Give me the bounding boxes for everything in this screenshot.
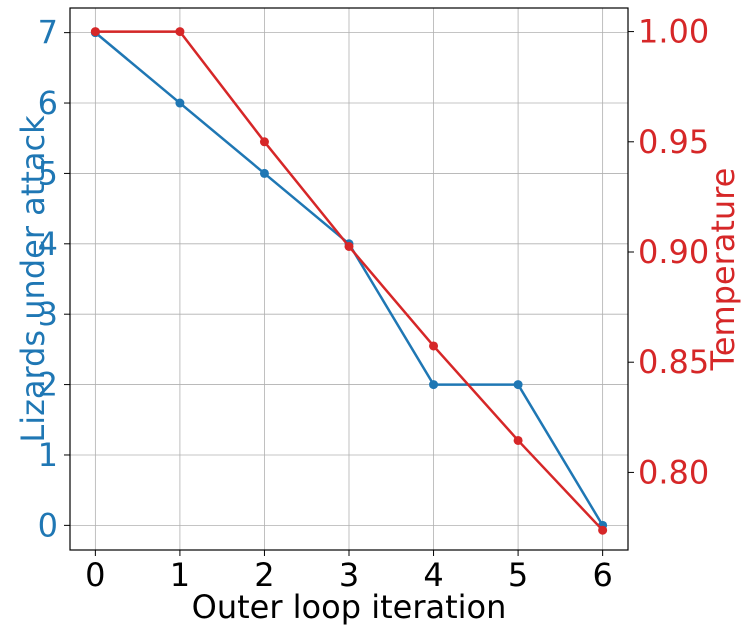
- x-tick-label: 5: [508, 556, 528, 594]
- ticks: 0 1 2 3 4 5 6 0 1 2 3 4 5 6 7 0.80 0.85 0.90 0.95 1.00: [38, 13, 710, 594]
- temperature-point: [175, 27, 185, 37]
- left-y-tick-label: 7: [38, 14, 58, 52]
- left-y-tick-label: 0: [38, 506, 58, 544]
- x-tick-label: 4: [423, 556, 443, 594]
- x-tick-label: 1: [170, 556, 190, 594]
- left-y-tick-label: 2: [38, 366, 58, 404]
- right-y-tick-label: 0.80: [638, 453, 709, 491]
- right-y-tick-label: 1.00: [638, 13, 709, 51]
- series-layer: [90, 27, 608, 535]
- temperature-point: [344, 241, 354, 251]
- lizards-point: [175, 98, 185, 108]
- right-y-tick-label: 0.90: [638, 233, 709, 271]
- x-axis-label: Outer loop iteration: [192, 588, 507, 626]
- x-tick-label: 0: [85, 556, 105, 594]
- lizards-point: [429, 380, 439, 390]
- right-y-axis-label: Temperature: [704, 168, 742, 372]
- left-y-tick-label: 1: [38, 436, 58, 474]
- temperature-point: [90, 27, 100, 37]
- temperature-point: [598, 525, 608, 535]
- left-y-axis-label: Lizards under attack: [14, 115, 52, 443]
- left-y-tick-label: 4: [38, 225, 58, 263]
- grid: [70, 8, 628, 550]
- temperature-point: [259, 137, 269, 147]
- right-y-tick-label: 0.85: [638, 343, 709, 381]
- x-tick-label: 3: [339, 556, 359, 594]
- left-y-tick-label: 5: [38, 154, 58, 192]
- x-tick-label: 6: [592, 556, 612, 594]
- lizards-point: [259, 168, 269, 178]
- left-y-tick-label: 6: [38, 84, 58, 122]
- left-y-tick-label: 3: [38, 295, 58, 333]
- x-tick-label: 2: [254, 556, 274, 594]
- temperature-point: [429, 341, 439, 351]
- lizards-point: [513, 380, 523, 390]
- temperature-point: [513, 435, 523, 445]
- right-y-tick-label: 0.95: [638, 123, 709, 161]
